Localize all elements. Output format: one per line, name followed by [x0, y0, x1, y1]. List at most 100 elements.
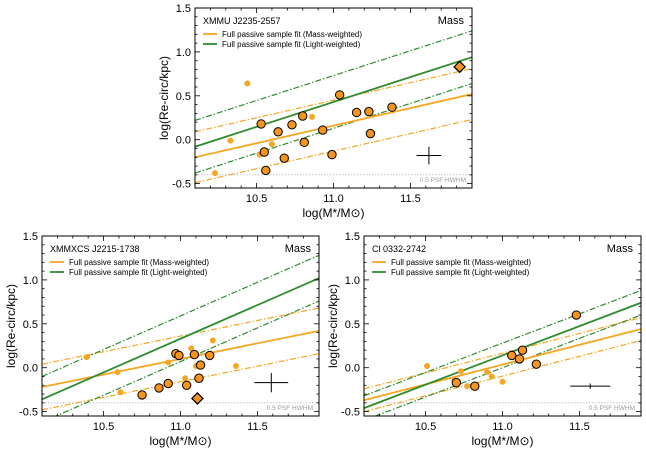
- x-tick-label: 11.0: [323, 193, 344, 205]
- plot-area: [364, 289, 641, 416]
- legend-label-light: Full passive sample fit (Light-weighted): [391, 268, 530, 277]
- circled-point: [137, 390, 147, 400]
- panel-xmmu-j2235: 10.5 11.0 11.5 -0.5 0.0 0.5 1.0 1.5 log(M*/M⊙) lo…: [157, 3, 473, 220]
- circled-point: [189, 349, 200, 360]
- circled-point: [334, 90, 345, 100]
- circled-point: [365, 128, 376, 139]
- small-point: [424, 362, 431, 369]
- small-point: [188, 345, 195, 352]
- x-tick-label: 11.0: [492, 421, 513, 433]
- circled-point: [507, 350, 517, 361]
- light-fit-scatter-line-1: [195, 30, 472, 121]
- light-fit-scatter-line-0: [195, 82, 472, 174]
- y-tick-label: 1.5: [176, 3, 191, 15]
- plot-area: [195, 30, 472, 184]
- legend-label-mass: Full passive sample fit (Mass-weighted): [69, 258, 209, 267]
- y-axis-label: log(Re-circ/kpc): [4, 284, 18, 368]
- legend-label-mass: Full passive sample fit (Mass-weighted): [391, 258, 531, 267]
- light-fit-line: [364, 301, 641, 409]
- x-tick-label: 11.0: [170, 421, 191, 433]
- small-point: [244, 80, 251, 87]
- small-point: [227, 137, 234, 144]
- small-point: [114, 369, 121, 376]
- diamond-point: [191, 392, 204, 405]
- y-tick-label: 1.0: [176, 47, 191, 59]
- circled-point: [174, 350, 184, 361]
- y-axis-label: log(Re-circ/kpc): [157, 56, 171, 140]
- y-tick-label: 1.5: [345, 231, 360, 243]
- mass-fit-scatter-line-0: [364, 339, 641, 413]
- circled-point: [279, 153, 289, 163]
- circled-point: [259, 147, 269, 157]
- circled-point: [181, 380, 192, 390]
- weighting-tag: Mass: [438, 15, 465, 27]
- small-point: [117, 389, 124, 396]
- small-point: [212, 170, 219, 177]
- mass-fit-scatter-line-1: [195, 68, 472, 133]
- small-point: [484, 369, 491, 376]
- mass-fit-scatter-line-0: [42, 353, 319, 411]
- circled-point: [318, 125, 328, 135]
- y-tick-label: 0.5: [23, 319, 38, 331]
- circled-point: [205, 350, 215, 361]
- x-axis-label: log(M*/M⊙): [149, 434, 211, 448]
- diamond-point: [453, 60, 467, 74]
- small-point: [499, 378, 506, 385]
- y-tick-label: 0.0: [176, 135, 191, 147]
- y-tick-label: 0.0: [23, 363, 38, 375]
- cluster-title: XMMU J2235-2557: [203, 16, 281, 26]
- y-tick-label: -0.5: [172, 179, 191, 191]
- small-point: [232, 362, 239, 369]
- x-tick-label: 10.5: [93, 421, 114, 433]
- x-tick-label: 11.5: [247, 421, 268, 433]
- circled-point: [256, 119, 266, 129]
- circled-point: [154, 383, 164, 393]
- plot-area: [42, 254, 319, 416]
- legend-label-mass: Full passive sample fit (Mass-weighted): [222, 30, 362, 39]
- circled-point: [194, 373, 204, 383]
- y-tick-label: -0.5: [341, 407, 360, 419]
- weighting-tag: Mass: [607, 243, 634, 255]
- y-tick-label: 1.0: [23, 275, 38, 287]
- y-tick-label: 1.5: [23, 231, 38, 243]
- weighting-tag: Mass: [285, 243, 312, 255]
- circled-point: [299, 137, 309, 148]
- circled-point: [571, 310, 582, 320]
- small-point: [488, 373, 495, 380]
- y-tick-label: 0.5: [176, 91, 191, 103]
- circled-point: [351, 107, 362, 118]
- circled-point: [195, 360, 206, 370]
- legend-label-light: Full passive sample fit (Light-weighted): [69, 268, 208, 277]
- y-tick-label: 1.0: [345, 275, 360, 287]
- x-tick-label: 11.5: [400, 193, 421, 205]
- y-tick-label: -0.5: [19, 407, 38, 419]
- x-tick-label: 11.5: [569, 421, 590, 433]
- circled-point: [470, 381, 480, 391]
- cluster-title: Cl 0332-2742: [372, 244, 426, 254]
- circled-point: [273, 127, 283, 137]
- circled-point: [387, 102, 397, 112]
- panel-cl-0332: 10.5 11.0 11.5 -0.5 0.0 0.5 1.0 1.5 log(M*/M⊙) lo…: [326, 231, 642, 448]
- small-point: [268, 141, 275, 148]
- cluster-title: XMMXCS J2215-1738: [50, 244, 140, 254]
- psf-label: 0.5 PSF HWHM: [420, 177, 466, 184]
- circled-point: [517, 345, 528, 355]
- light-fit-line: [42, 277, 319, 401]
- small-point: [209, 337, 216, 344]
- y-axis-label: log(Re-circ/kpc): [326, 284, 340, 368]
- x-axis-label: log(M*/M⊙): [302, 206, 364, 220]
- small-point: [464, 383, 471, 390]
- x-tick-label: 10.5: [415, 421, 436, 433]
- psf-label: 0.5 PSF HWHM: [589, 405, 635, 412]
- psf-label: 0.5 PSF HWHM: [267, 405, 313, 412]
- light-fit-scatter-line-1: [364, 289, 641, 397]
- panel-xmmxcs-j2215: 10.5 11.0 11.5 -0.5 0.0 0.5 1.0 1.5 log(M*/M⊙) lo…: [4, 231, 320, 448]
- light-fit-scatter-line-0: [54, 300, 319, 416]
- circled-point: [364, 106, 374, 117]
- mass-fit-line: [364, 328, 641, 402]
- circled-point: [514, 354, 525, 364]
- circled-point: [298, 111, 308, 121]
- circled-point: [451, 377, 462, 388]
- circled-point: [163, 378, 173, 389]
